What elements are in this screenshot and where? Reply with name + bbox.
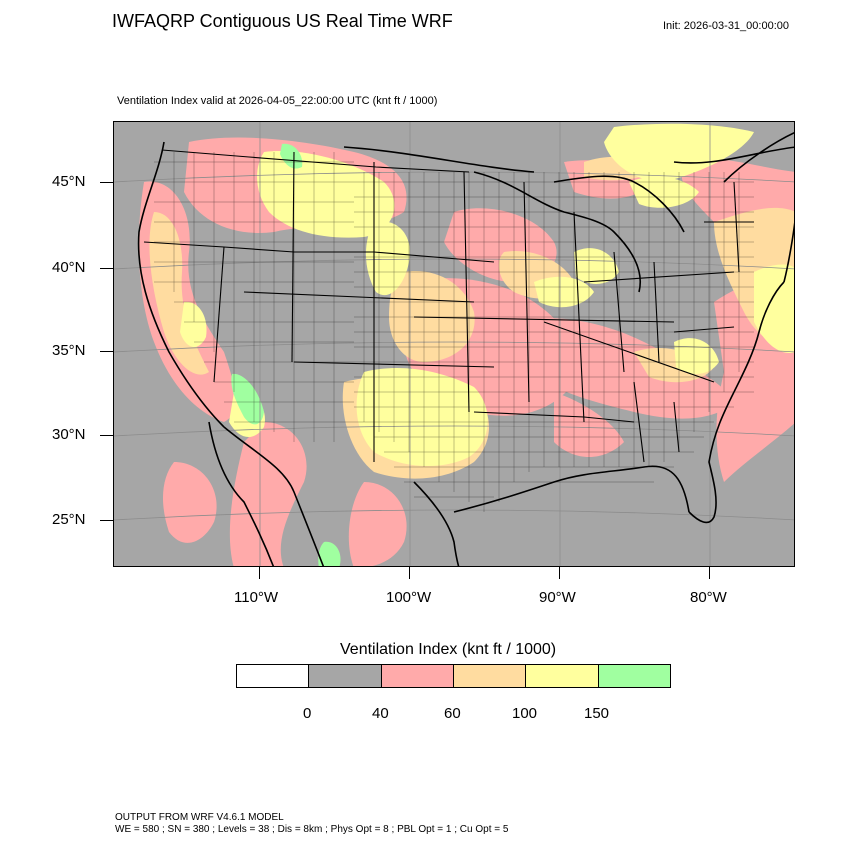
model-info-footer: OUTPUT FROM WRF V4.6.1 MODEL WE = 580 ; … — [115, 812, 508, 836]
lat-label-35: 35°N — [52, 342, 86, 359]
lon-label-100: 100°W — [386, 589, 432, 606]
colorbar-tick-label: 150 — [584, 705, 610, 722]
colorbar-bin — [526, 665, 599, 687]
colorbar-bin — [598, 665, 670, 687]
init-time-label: Init: 2026-03-31_00:00:00 — [663, 20, 789, 32]
lat-tick — [100, 435, 113, 436]
main-title: IWFAQRP Contiguous US Real Time WRF — [112, 11, 453, 31]
lat-label-45: 45°N — [52, 173, 86, 190]
colorbar-bin — [381, 665, 454, 687]
map-panel — [113, 121, 795, 567]
plot-subtitle: Ventilation Index valid at 2026-04-05_22… — [117, 95, 438, 107]
lat-tick — [100, 268, 113, 269]
lon-label-90: 90°W — [539, 589, 576, 606]
green-regions — [231, 143, 341, 566]
lon-label-80: 80°W — [690, 589, 727, 606]
colorbar-bin — [453, 665, 527, 687]
colorbar — [236, 664, 671, 688]
lat-tick — [100, 351, 113, 352]
footer-line-1: OUTPUT FROM WRF V4.6.1 MODEL — [115, 812, 284, 823]
colorbar-tick-label: 0 — [303, 705, 312, 722]
colorbar-bin — [309, 665, 382, 687]
lat-label-30: 30°N — [52, 426, 86, 443]
coastlines — [137, 132, 794, 566]
lon-label-110: 110°W — [234, 589, 279, 606]
footer-line-2: WE = 580 ; SN = 380 ; Levels = 38 ; Dis … — [115, 824, 509, 835]
lon-tick — [559, 567, 560, 579]
ventilation-index-map — [114, 122, 794, 566]
state-boundaries — [143, 149, 754, 463]
colorbar-tick-label: 40 — [372, 705, 389, 722]
colorbar-tick-label: 60 — [444, 705, 461, 722]
county-boundaries — [154, 152, 754, 512]
colorbar-title: Ventilation Index (knt ft / 1000) — [340, 641, 557, 658]
lon-tick — [709, 567, 710, 579]
lon-tick — [259, 567, 260, 579]
graticule — [114, 122, 794, 566]
lat-tick — [100, 520, 113, 521]
colorbar-tick-label: 100 — [512, 705, 538, 722]
lon-tick — [409, 567, 410, 579]
colorbar-bin — [237, 665, 310, 687]
lat-label-40: 40°N — [52, 259, 86, 276]
lat-label-25: 25°N — [52, 511, 86, 528]
lat-tick — [100, 182, 113, 183]
